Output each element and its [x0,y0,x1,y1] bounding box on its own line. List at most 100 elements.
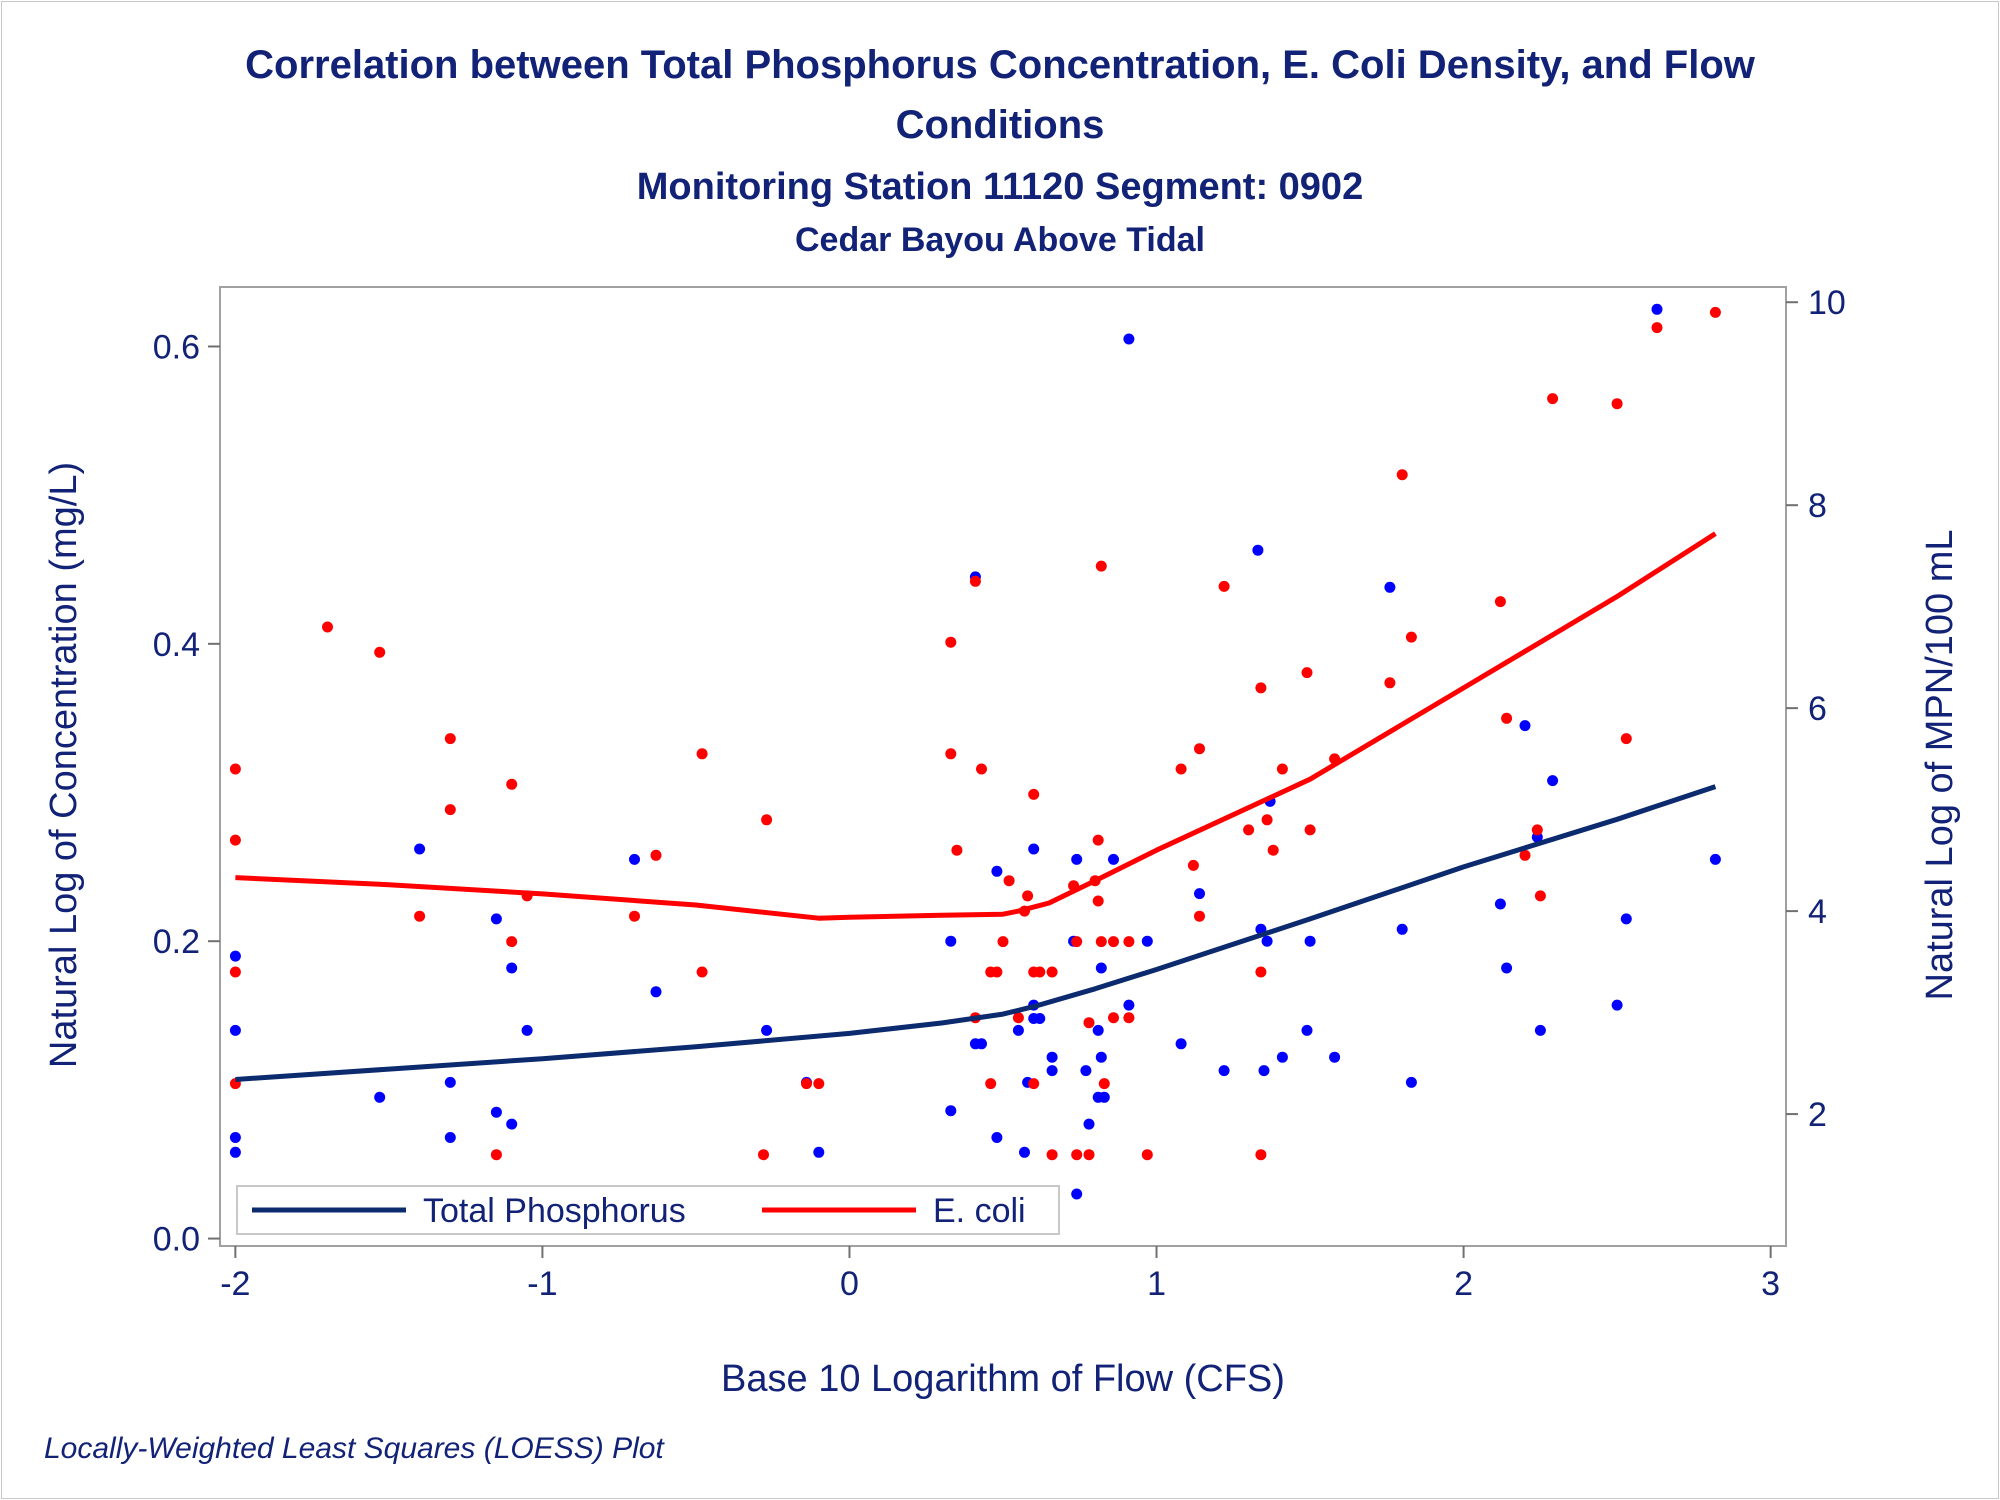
ecoli-point [1611,398,1623,410]
phosphorus-point [1304,935,1316,947]
phosphorus-point [1141,935,1153,947]
plot-area [219,286,1787,1247]
y-left-tick-label: 0.4 [153,626,200,664]
phosphorus-point [414,843,426,855]
ecoli-point [1261,814,1273,826]
phosphorus-point [1194,888,1205,900]
ecoli-point [1243,824,1255,836]
phosphorus-point [813,1146,825,1158]
ecoli-point [1187,859,1199,871]
phosphorus-point [1384,581,1396,593]
ecoli-point [1194,743,1205,755]
phosphorus-point [490,913,502,925]
phosphorus-point [1396,923,1408,935]
legend-label-total-phosphorus: Total Phosphorus [423,1192,686,1230]
ecoli-point [506,936,518,948]
loess-line-total-phosphorus [235,784,1717,1082]
phosphorus-point [1261,935,1273,947]
ecoli-point [1123,936,1135,948]
ecoli-point [1012,1012,1024,1024]
ecoli-point [650,849,662,861]
phosphorus-point [1329,1051,1341,1063]
phosphorus-point [444,1132,456,1143]
phosphorus-point [229,1024,241,1036]
ecoli-point [997,936,1009,948]
axes-layer: -2 -1 0 1 2 3 0.0 0.2 0.4 0.6 2 4 6 8 10 [153,284,1846,1303]
ecoli-point [1405,631,1417,643]
phosphorus-point [1083,1118,1095,1130]
phosphorus-point [1123,333,1135,345]
ecoli-point [1071,1149,1083,1161]
ecoli-point [1534,890,1546,902]
phosphorus-point [1095,962,1107,974]
phosphorus-point [1276,1051,1288,1063]
ecoli-point [229,834,241,846]
phosphorus-point [650,986,662,998]
ecoli-point [229,966,241,978]
ecoli-point [1620,733,1632,745]
phosphorus-point [1080,1065,1092,1077]
ecoli-point [1108,1012,1119,1024]
phosphorus-point [1651,303,1663,315]
phosphorus-point [991,1132,1003,1143]
phosphorus-point [229,1146,241,1158]
chart-subtitle2: Cedar Bayou Above Tidal [795,221,1205,259]
phosphorus-point [506,962,518,974]
y-right-tick-label: 8 [1808,487,1827,525]
phosphorus-point [1108,853,1119,865]
ecoli-point [1519,849,1531,861]
phosphorus-point [1012,1024,1024,1036]
ecoli-point [1034,966,1046,978]
y-right-tick-label: 10 [1808,284,1846,322]
phosphorus-point [229,950,241,962]
y-right-tick-label: 4 [1808,893,1827,931]
phosphorus-point [1547,775,1559,787]
phosphorus-point [1501,962,1513,974]
ecoli-point [1003,875,1015,887]
y-axis-left-label: Natural Log of Concentration (mg/L) [43,462,85,1068]
y-left-tick-label: 0.2 [153,923,200,961]
phosphorus-point [1034,1013,1046,1024]
x-tick-label: -1 [527,1265,557,1303]
ecoli-point [1255,966,1267,978]
ecoli-point [1071,936,1083,948]
y-right-tick-label: 6 [1808,690,1827,728]
x-tick-label: 0 [840,1265,859,1303]
ecoli-point [229,763,241,775]
phosphorus-point [945,1105,957,1117]
ecoli-point [945,636,957,648]
ecoli-point [1175,763,1187,775]
ecoli-point [1092,834,1104,846]
ecoli-point [696,748,708,760]
phosphorus-point [1092,1024,1104,1036]
x-tick-label: 2 [1454,1265,1473,1303]
x-tick-label: 3 [1761,1265,1780,1303]
ecoli-point [1028,788,1040,800]
ecoli-point [1255,1149,1267,1161]
phosphorus-point [1071,853,1083,865]
chart-title-line1: Correlation between Total Phosphorus Con… [245,43,1756,87]
ecoli-point [1396,469,1408,481]
ecoli-point [991,966,1003,978]
ecoli-point [1095,936,1107,948]
ecoli-point [985,1078,997,1090]
phosphorus-point [444,1076,456,1088]
ecoli-point [761,814,773,826]
ecoli-point [945,748,957,760]
ecoli-point [322,621,333,633]
phosphorus-point [1494,898,1506,910]
ecoli-point [1141,1149,1153,1161]
phosphorus-point [490,1106,502,1118]
ecoli-point [374,646,386,658]
phosphorus-point [521,1024,533,1036]
ecoli-point [490,1149,502,1161]
ecoli-point [813,1078,825,1090]
ecoli-point [976,763,987,775]
phosphorus-point [1218,1065,1230,1077]
y-axis-right-label: Natural Log of MPN/100 mL [1919,529,1961,1000]
footnote: Locally-Weighted Least Squares (LOESS) P… [44,1432,665,1465]
ecoli-point [1022,890,1034,902]
ecoli-point [1046,1149,1058,1161]
phosphorus-point [1709,853,1721,865]
phosphorus-point [1405,1076,1417,1088]
